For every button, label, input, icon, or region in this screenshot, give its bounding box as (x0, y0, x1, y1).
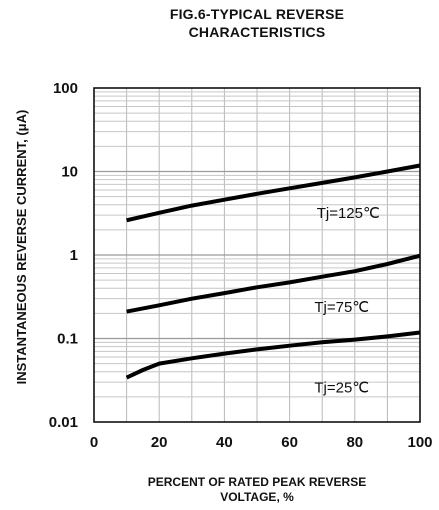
x-tick-label: 100 (407, 434, 432, 451)
y-axis-label: INSTANTANEOUS REVERSE CURRENT, (μA) (14, 110, 29, 385)
x-tick-label: 40 (216, 434, 233, 451)
y-tick-label: 0.01 (49, 414, 78, 431)
series-line-2 (125, 330, 421, 380)
y-tick-label: 10 (61, 164, 78, 181)
x-tick-label: 80 (346, 434, 363, 451)
y-tick-label: 1 (70, 247, 78, 264)
y-tick-label: 100 (53, 80, 78, 97)
y-tick-label: 0.1 (57, 331, 78, 348)
x-tick-label: 60 (281, 434, 298, 451)
plot-frame (93, 87, 421, 423)
series-label-1: Tj=75℃ (314, 299, 369, 316)
x-tick-label: 0 (90, 434, 98, 451)
x-axis-label-line-2: VOLTAGE, % (220, 490, 294, 504)
series-label-0: Tj=125℃ (317, 205, 380, 222)
x-axis-label-line-1: PERCENT OF RATED PEAK REVERSE (147, 475, 367, 489)
series-label-2: Tj=25℃ (314, 379, 369, 396)
series-labels: Tj=125℃ Tj=75℃ Tj=25℃ (314, 205, 379, 397)
series-group (125, 163, 421, 380)
chart-title-line-1: FIG.6-TYPICAL REVERSE (169, 6, 345, 22)
tick-labels: 0 20 40 60 80 100 100 10 1 0.1 0.01 (49, 80, 433, 451)
chart-title-line-2: CHARACTERISTICS (188, 24, 326, 40)
series-line-1 (126, 253, 421, 314)
grid-lines (94, 88, 420, 422)
series-line-0 (126, 163, 421, 223)
x-tick-label: 20 (151, 434, 168, 451)
